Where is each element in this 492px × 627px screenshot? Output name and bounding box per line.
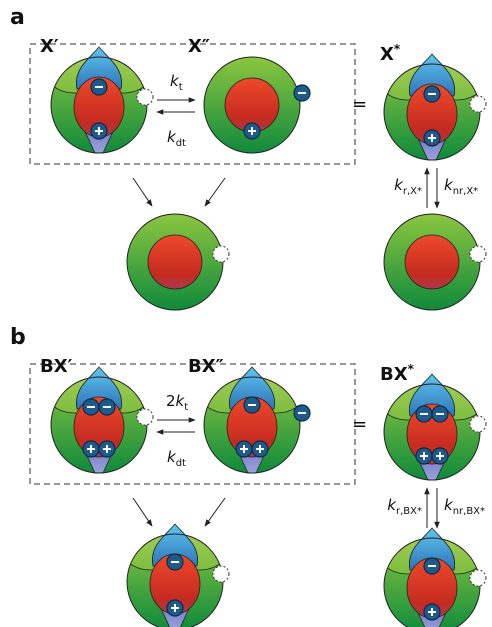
vacancy [470, 570, 486, 586]
panel-label: b [10, 325, 26, 350]
species-name: X″ [188, 36, 210, 57]
particle [378, 374, 486, 480]
arrow [205, 498, 225, 526]
species-name: X′ [40, 36, 59, 57]
rate-subscript: t [179, 82, 183, 93]
species-superscript: * [394, 42, 401, 56]
vacancy [213, 566, 229, 582]
rate-constant: kdt [167, 448, 186, 469]
species-label: X* [380, 42, 401, 65]
rate-subscript: r,BX* [396, 506, 422, 517]
species-name: BX″ [188, 356, 224, 377]
vacancy [470, 246, 486, 262]
arrow [133, 178, 152, 206]
particle [127, 214, 229, 310]
rate-subscript: dt [176, 458, 186, 469]
core [405, 235, 459, 289]
figure: aX′X″X*ktkdt=kr,X*knr,X*bBX′BX″BX*2ktkdt… [0, 0, 492, 627]
vacancy [470, 96, 486, 112]
rate-subscript: nr,X* [453, 186, 478, 197]
vacancy [213, 246, 229, 262]
species-superscript: * [408, 362, 415, 376]
arrow [133, 498, 152, 526]
equals-sign: = [352, 414, 367, 435]
panel-label: a [10, 5, 25, 30]
species-label: X′ [40, 36, 59, 57]
particle [121, 524, 229, 627]
particle [204, 57, 310, 153]
rate-constant: kr,X* [394, 176, 422, 197]
particle [384, 214, 486, 310]
rate-constant: kr,BX* [387, 496, 422, 517]
vacancy [137, 89, 153, 105]
particle [45, 367, 153, 473]
vacancy [137, 409, 153, 425]
species-name: BX [380, 364, 408, 385]
species-name: BX′ [40, 356, 73, 377]
coefficient: 2 [166, 392, 176, 410]
rate-subscript: r,X* [403, 186, 422, 197]
rate-constant: kt [170, 72, 183, 93]
particle [378, 54, 486, 160]
rate-subscript: nr,BX* [453, 506, 485, 517]
equals-sign: = [352, 94, 367, 115]
rate-constant: knr,X* [444, 176, 478, 197]
particle [198, 367, 310, 473]
core [148, 235, 202, 289]
rate-constant: 2kt [166, 392, 188, 413]
particle [378, 528, 486, 627]
rate-constant: kdt [167, 128, 186, 149]
species-label: BX′ [40, 356, 73, 377]
rate-subscript: dt [176, 138, 186, 149]
arrow [205, 178, 225, 206]
species-label: X″ [188, 36, 210, 57]
species-label: BX* [380, 362, 415, 385]
particle [45, 47, 153, 153]
species-label: BX″ [188, 356, 224, 377]
rate-subscript: t [184, 402, 188, 413]
vacancy [470, 416, 486, 432]
rate-constant: knr,BX* [444, 496, 485, 517]
species-name: X [380, 44, 394, 65]
